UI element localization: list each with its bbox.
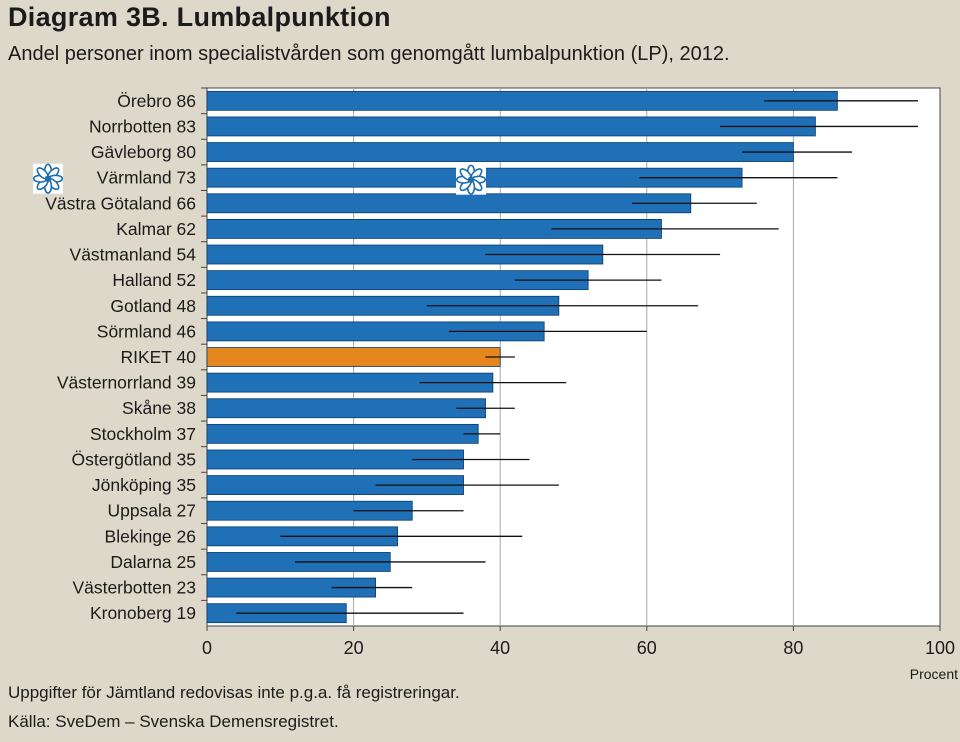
category-label: Halland 52	[112, 270, 196, 290]
bar	[206, 423, 479, 444]
x-tick-label: 80	[783, 638, 803, 658]
x-tick-label: 20	[344, 638, 364, 658]
category-label: Gävleborg 80	[91, 142, 196, 162]
footnote-source: Källa: SveDem – Svenska Demensregistret.	[8, 712, 339, 731]
flower-logo-icon	[455, 164, 487, 195]
x-axis: 0 20 40 60 80 100 Procent	[201, 87, 958, 682]
category-label: Skåne 38	[122, 398, 196, 418]
category-label: RIKET 40	[120, 347, 196, 367]
flower-logo-icon	[32, 163, 64, 194]
x-tick-label: 40	[490, 638, 510, 658]
chart-subtitle: Andel personer inom specialistvården som…	[8, 43, 730, 65]
x-tick-label: 0	[202, 638, 212, 658]
category-label: Sörmland 46	[97, 321, 196, 341]
bar	[206, 90, 838, 111]
category-label: Stockholm 37	[90, 424, 196, 444]
category-label: Kalmar 62	[116, 219, 196, 239]
category-label: Dalarna 25	[110, 552, 196, 572]
category-label: Västra Götaland 66	[45, 193, 196, 213]
bar	[206, 193, 692, 214]
category-label: Örebro 86	[117, 91, 196, 111]
category-label: Värmland 73	[97, 168, 196, 188]
x-tick-label: 100	[925, 638, 955, 658]
category-label: Västernorrland 39	[57, 373, 196, 393]
category-label: Västmanland 54	[70, 245, 197, 265]
category-label: Uppsala 27	[107, 501, 196, 521]
category-label: Gotland 48	[110, 296, 196, 316]
bar	[206, 142, 794, 162]
bar	[206, 398, 486, 419]
bars	[206, 90, 838, 624]
category-labels: Örebro 86 Norrbotten 83 Gävleborg 80 Värmla…	[45, 91, 196, 623]
bar-highlight	[206, 347, 501, 367]
category-label: Jönköping 35	[92, 475, 196, 495]
chart-title: Diagram 3B. Lumbalpunktion	[8, 2, 391, 32]
category-label: Blekinge 26	[105, 526, 196, 546]
category-label: Västerbotten 23	[72, 578, 196, 598]
x-tick-label: 60	[637, 638, 657, 658]
category-label: Norrbotten 83	[89, 116, 196, 136]
x-axis-unit-label: Procent	[910, 666, 958, 682]
category-label: Kronoberg 19	[90, 603, 196, 623]
error-bars	[236, 100, 919, 614]
category-label: Östergötland 35	[71, 449, 196, 469]
icons	[32, 163, 487, 195]
footnote-jamtland: Uppgifter för Jämtland redovisas inte p.…	[8, 683, 460, 702]
